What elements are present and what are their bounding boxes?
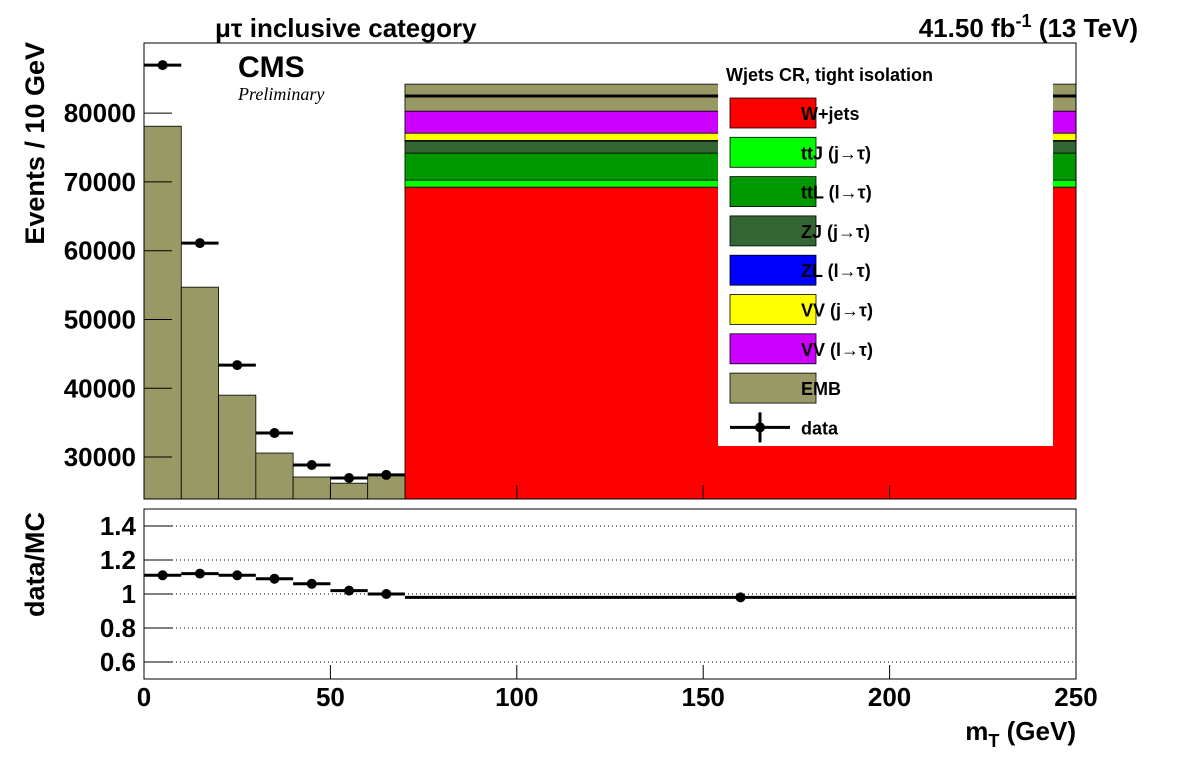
- lumi-sup: -1: [1016, 11, 1032, 31]
- lumi: 41.50 fb-1 (13 TeV): [919, 11, 1138, 43]
- ratio-y-tick-label: 0.6: [100, 647, 136, 677]
- legend-swatch: [729, 215, 817, 247]
- x-label-text: m: [965, 716, 988, 746]
- legend-label: VV (l→τ): [801, 340, 873, 360]
- ratio-point: [194, 568, 205, 579]
- y-tick-label: 60000: [64, 236, 136, 266]
- legend-label: ZJ (j→τ): [801, 222, 870, 242]
- histogram-bar: [180, 286, 219, 499]
- ratio-y-tick-label: 1.2: [100, 545, 136, 575]
- frame: [143, 42, 1077, 500]
- histogram-bar: [218, 394, 257, 499]
- ratio-point: [344, 585, 355, 596]
- data-point: [194, 238, 205, 249]
- ratio-y-axis-label: data/MC: [20, 512, 50, 617]
- y-tick-label: 70000: [64, 167, 136, 197]
- ratio-y-tick-label: 1: [122, 579, 136, 609]
- y-tick-label: 80000: [64, 98, 136, 128]
- legend-data-marker: [755, 422, 765, 433]
- x-label-unit: (GeV): [999, 716, 1076, 746]
- ratio-point: [269, 573, 280, 584]
- cms-label: CMS: [238, 51, 305, 84]
- ratio-y-tick-label: 0.8: [100, 613, 136, 643]
- x-tick-label: 150: [682, 682, 725, 712]
- ratio-point: [157, 570, 168, 581]
- data-point: [344, 473, 355, 484]
- data-point: [381, 469, 392, 480]
- lumi-energy: (13 TeV): [1032, 13, 1138, 43]
- x-tick-label: 0: [137, 682, 151, 712]
- histogram-bar: [292, 476, 331, 499]
- y-tick-label: 30000: [64, 442, 136, 472]
- data-point: [157, 60, 168, 71]
- y-axis-label: Events / 10 GeV: [20, 42, 50, 245]
- x-axis-label: mT (GeV): [965, 716, 1076, 751]
- legend-swatch: [729, 333, 817, 365]
- ratio-point: [381, 589, 392, 599]
- histogram-bar: [255, 452, 294, 499]
- preliminary-label: Preliminary: [237, 84, 324, 104]
- x-tick-label: 200: [868, 682, 911, 712]
- data-point: [232, 360, 243, 371]
- x-tick-label: 100: [495, 682, 538, 712]
- legend-label: W+jets: [801, 104, 860, 124]
- histogram-bar: [144, 125, 182, 499]
- legend-label: data: [801, 418, 839, 438]
- legend-swatch: [729, 176, 817, 208]
- y-tick-label: 50000: [64, 304, 136, 334]
- x-tick-label: 250: [1054, 682, 1097, 712]
- legend-label: ttL (l→τ): [801, 183, 872, 203]
- ratio-point: [232, 570, 243, 581]
- legend-swatch: [729, 294, 817, 325]
- chart-title: μτ inclusive category: [215, 13, 477, 43]
- ratio-point: [306, 578, 317, 589]
- legend-label: EMB: [801, 379, 841, 399]
- data-point: [269, 428, 280, 439]
- legend-swatch: [729, 97, 817, 129]
- legend-title: Wjets CR, tight isolation: [726, 65, 933, 85]
- x-tick-label: 50: [316, 682, 345, 712]
- legend: Wjets CR, tight isolation W+jets ttJ (j→τ)…: [718, 52, 1053, 446]
- legend-label: ZL (l→τ): [801, 261, 871, 281]
- ratio-y-tick-label: 1.4: [100, 511, 137, 541]
- legend-label: VV (j→τ): [801, 301, 873, 321]
- y-tick-label: 40000: [64, 373, 136, 403]
- data-point: [306, 460, 317, 471]
- x-label-sub: T: [988, 731, 999, 751]
- ratio-point: [735, 592, 746, 603]
- histogram-bar: [329, 482, 369, 499]
- legend-swatch: [729, 372, 817, 404]
- legend-label: ttJ (j→τ): [801, 143, 871, 163]
- legend-swatch: [729, 136, 817, 168]
- lumi-text: 41.50 fb: [919, 13, 1016, 43]
- legend-swatch: [729, 254, 817, 286]
